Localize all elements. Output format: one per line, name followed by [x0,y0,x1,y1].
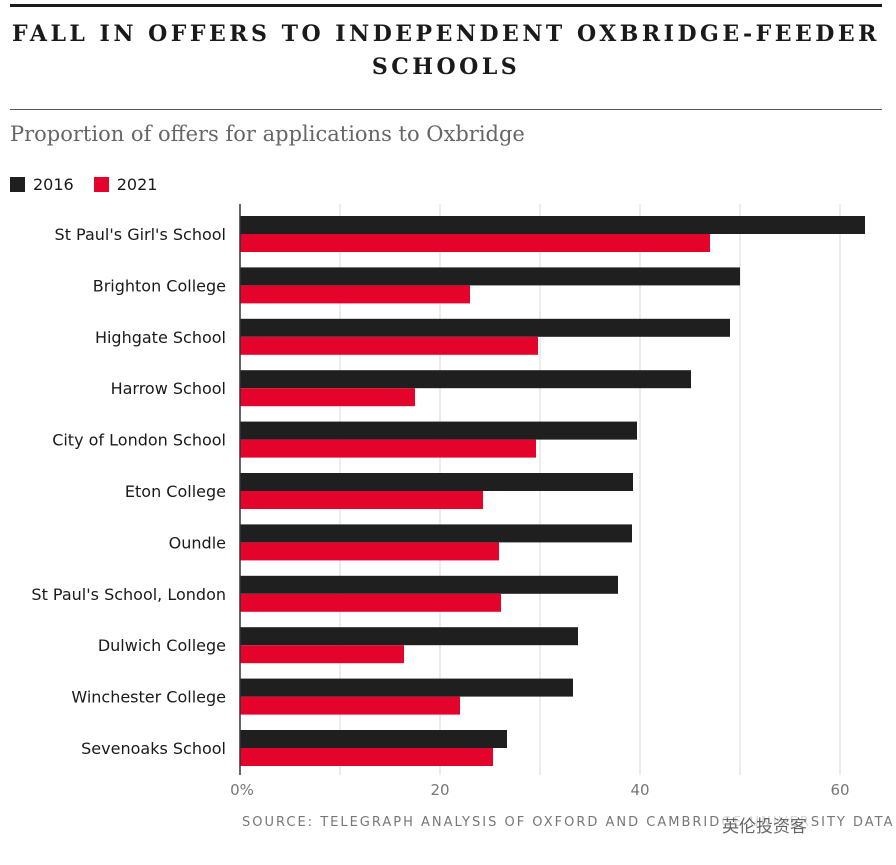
x-tick-label: 60 [830,781,849,799]
chart-subtitle: Proportion of offers for applications to… [10,122,525,146]
bar-2021 [240,234,710,252]
legend-item-2016: 2016 [10,175,74,194]
legend-swatch-2021 [93,177,109,192]
legend: 2016 2021 [10,175,177,194]
category-label: City of London School [52,431,226,450]
legend-swatch-2016 [10,177,25,192]
category-label: Sevenoaks School [81,739,226,758]
bar-2016 [240,678,573,697]
bar-2016 [240,216,865,234]
legend-label-2016: 2016 [33,175,74,194]
title-divider [10,109,882,110]
bar-2016 [240,421,637,440]
bar-2016 [240,370,691,389]
legend-label-2021: 2021 [116,175,158,194]
category-label: Oundle [169,533,226,552]
bar-2021 [240,336,538,355]
category-label: St Paul's Girl's School [55,225,226,244]
bar-2016 [240,575,618,594]
chart-title: FALL IN OFFERS TO INDEPENDENT OXBRIDGE-F… [12,21,880,80]
top-rule [10,4,882,7]
bar-2016 [240,473,633,491]
x-tick-label: 20 [430,781,449,799]
bar-chart: St Paul's Girl's School Brighton College H… [31,204,865,799]
category-label: Winchester College [71,688,226,707]
bar-2021 [240,542,499,561]
category-label: Eton College [125,482,226,501]
bar-2016 [240,627,578,646]
bar-2021 [240,645,404,664]
bar-2021 [240,439,536,458]
category-label: St Paul's School, London [31,585,226,604]
x-tick-label: 0% [230,781,254,799]
watermark: 英伦投资客 [720,812,809,837]
bar-2016 [240,524,632,543]
category-label: Highgate School [95,328,226,347]
bar-2021 [240,285,470,304]
bar-2021 [240,491,483,509]
legend-item-2021: 2021 [93,175,158,194]
bar-2021 [240,748,493,766]
bar-2021 [240,696,460,715]
bar-2016 [240,730,507,748]
x-tick-label: 40 [630,781,649,799]
bar-2016 [240,267,740,286]
category-label: Brighton College [93,276,226,295]
category-label: Dulwich College [98,636,226,655]
bar-2016 [240,318,730,337]
bar-2021 [240,388,415,407]
category-label: Harrow School [111,379,226,398]
bar-2021 [240,593,501,612]
